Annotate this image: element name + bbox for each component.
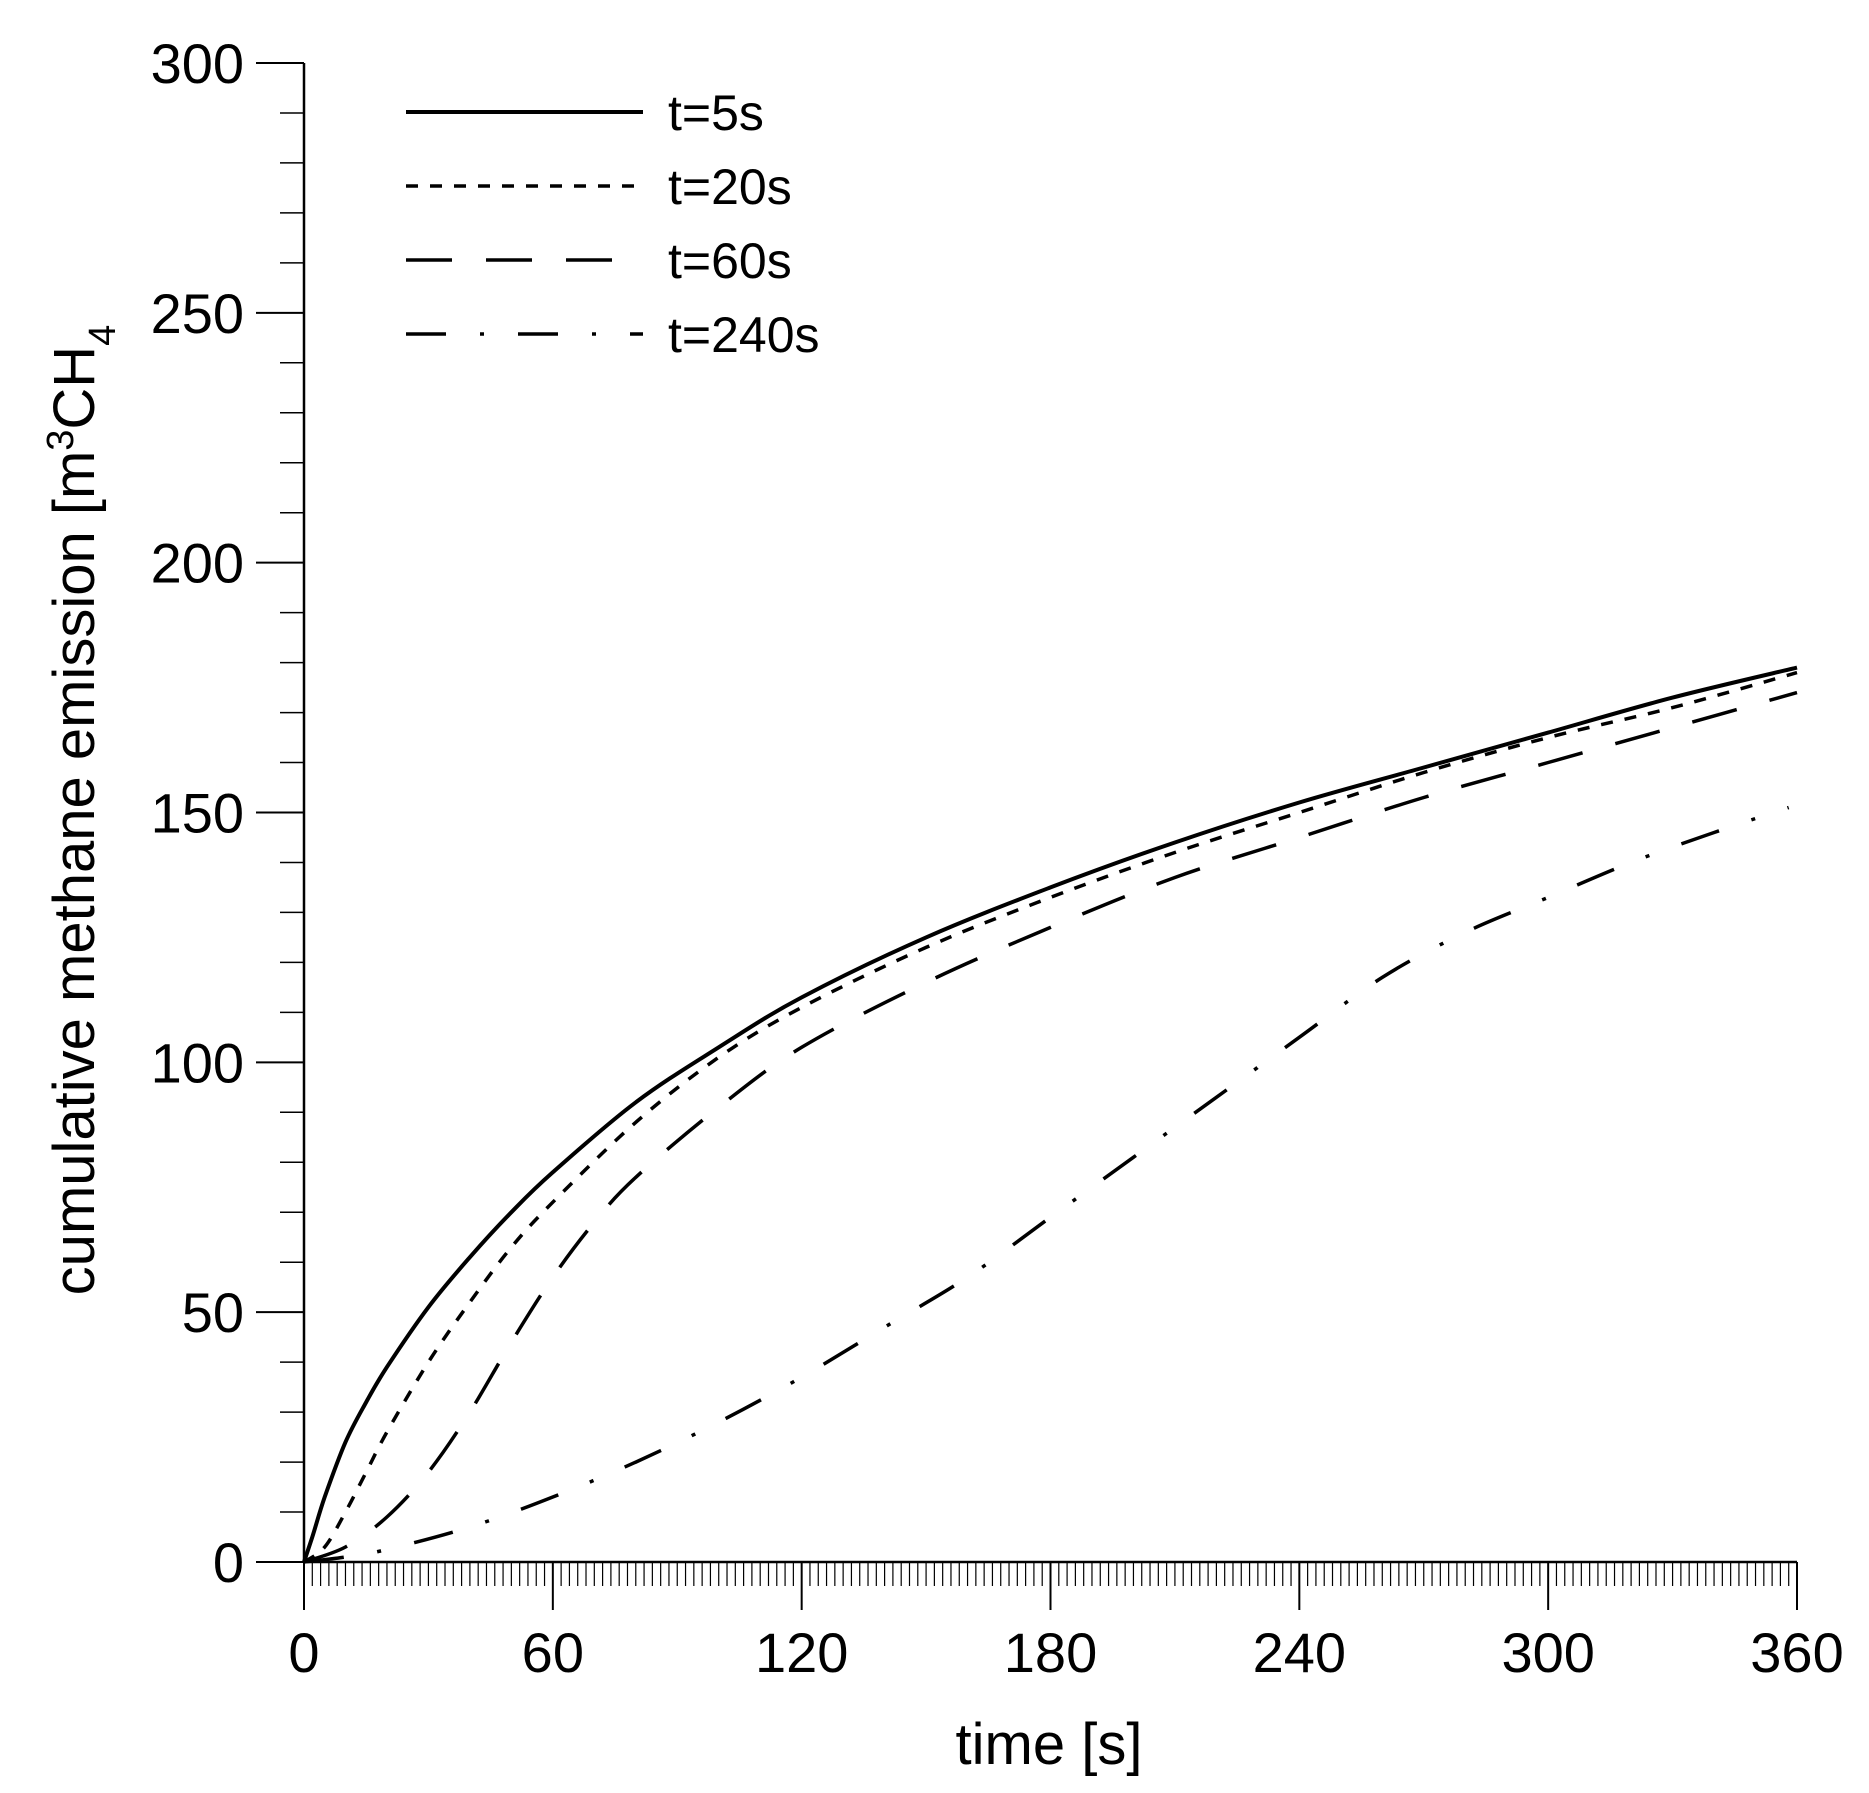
- series-layer: [302, 665, 1798, 1564]
- series-line-3: [303, 690, 1798, 1564]
- y-tick-label: 250: [151, 282, 244, 345]
- y-tick-label: 100: [151, 1031, 244, 1094]
- y-axis-title-sub: 4: [82, 325, 124, 346]
- y-axis-title-mid: CH: [42, 346, 107, 430]
- y-tick-label: 0: [213, 1531, 244, 1594]
- y-axis-title: cumulative methane emission [m3CH4: [40, 325, 124, 1296]
- legend-label-1: t=5s: [668, 85, 764, 141]
- y-tick-label: 150: [151, 782, 244, 845]
- legend-label-4: t=240s: [668, 307, 820, 363]
- y-tick-label: 200: [151, 532, 244, 595]
- series-line-1: [302, 665, 1798, 1563]
- legend-label-3: t=60s: [668, 233, 792, 289]
- x-tick-label: 0: [288, 1621, 319, 1684]
- legend: t=5s t=20s t=60s t=240s: [406, 85, 820, 363]
- y-tick-label: 50: [182, 1281, 244, 1344]
- x-tick-label: 300: [1501, 1621, 1594, 1684]
- x-tick-label: 360: [1750, 1621, 1843, 1684]
- series-line-4: [303, 805, 1790, 1564]
- x-tick-label: 240: [1253, 1621, 1346, 1684]
- y-tick-label: 300: [151, 32, 244, 95]
- x-axis-title: time [s]: [956, 1712, 1143, 1777]
- series-line-2: [302, 670, 1798, 1564]
- axes: 0 50 100 150 200 250 300 0 60 120 180 240 300 360: [151, 32, 1844, 1684]
- x-tick-label: 180: [1004, 1621, 1097, 1684]
- y-axis-title-main: cumulative methane emission [m: [42, 451, 107, 1296]
- y-axis-title-sup: 3: [40, 430, 82, 451]
- x-tick-label: 120: [755, 1621, 848, 1684]
- x-tick-label: 60: [522, 1621, 584, 1684]
- legend-label-2: t=20s: [668, 159, 792, 215]
